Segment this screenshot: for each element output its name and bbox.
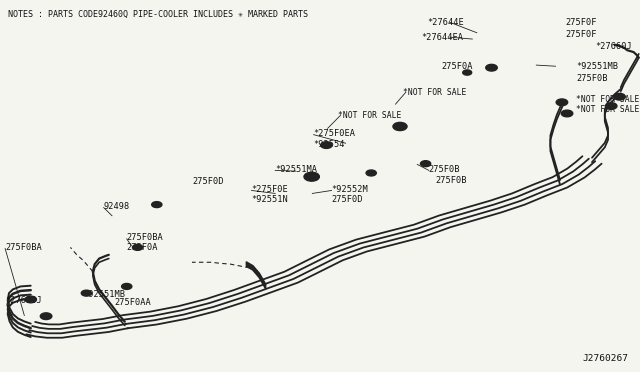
Text: 275F0D: 275F0D (332, 195, 363, 203)
Circle shape (556, 99, 568, 106)
Circle shape (561, 110, 573, 117)
Text: 275F0BA: 275F0BA (127, 233, 163, 242)
Text: *92554: *92554 (314, 140, 345, 149)
Circle shape (614, 93, 625, 100)
Circle shape (152, 202, 162, 208)
Text: 275F0AA: 275F0AA (114, 298, 150, 307)
Text: *27644EA: *27644EA (421, 33, 463, 42)
Circle shape (122, 283, 132, 289)
Text: 275F0A: 275F0A (442, 62, 473, 71)
Text: *NOT FOR SALE: *NOT FOR SALE (403, 88, 467, 97)
Text: 275F0B: 275F0B (429, 165, 460, 174)
Circle shape (420, 161, 431, 167)
Text: *275F0E: *275F0E (252, 185, 288, 194)
Text: *92551N: *92551N (252, 195, 288, 203)
Text: *92551MB: *92551MB (576, 62, 618, 71)
Text: *NOT FOR SALE: *NOT FOR SALE (338, 111, 401, 120)
Circle shape (40, 313, 52, 320)
Circle shape (605, 103, 617, 109)
Circle shape (463, 70, 472, 75)
Circle shape (486, 64, 497, 71)
Text: 275F0D: 275F0D (192, 177, 223, 186)
Text: *92552M: *92552M (332, 185, 368, 194)
Text: *92551MA: *92551MA (275, 165, 317, 174)
Text: 92498: 92498 (104, 202, 130, 211)
Text: 275F0F: 275F0F (565, 18, 596, 27)
Text: NOTES : PARTS CODE92460Q PIPE-COOLER INCLUDES ✳ MARKED PARTS: NOTES : PARTS CODE92460Q PIPE-COOLER INC… (8, 10, 308, 19)
Text: 275F0BA: 275F0BA (5, 243, 42, 252)
Text: J2760267: J2760267 (582, 354, 628, 363)
Text: *275F0EA: *275F0EA (314, 129, 356, 138)
Circle shape (304, 172, 319, 181)
Circle shape (393, 122, 407, 131)
Circle shape (366, 170, 376, 176)
Text: *27644E: *27644E (428, 18, 464, 27)
Text: 275F0F: 275F0F (565, 30, 596, 39)
Text: 275F0A: 275F0A (127, 243, 158, 252)
Text: *27660J: *27660J (595, 42, 632, 51)
Circle shape (81, 290, 92, 296)
Text: *NOT FOR SALE: *NOT FOR SALE (576, 105, 639, 114)
Text: *NOT FOR SALE: *NOT FOR SALE (576, 95, 639, 104)
Circle shape (25, 296, 36, 303)
Text: *27660J: *27660J (5, 296, 42, 305)
Circle shape (321, 142, 332, 148)
Text: 275F0B: 275F0B (435, 176, 467, 185)
Circle shape (132, 244, 143, 250)
Text: 275F0B: 275F0B (576, 74, 607, 83)
Text: *92551MB: *92551MB (83, 290, 125, 299)
